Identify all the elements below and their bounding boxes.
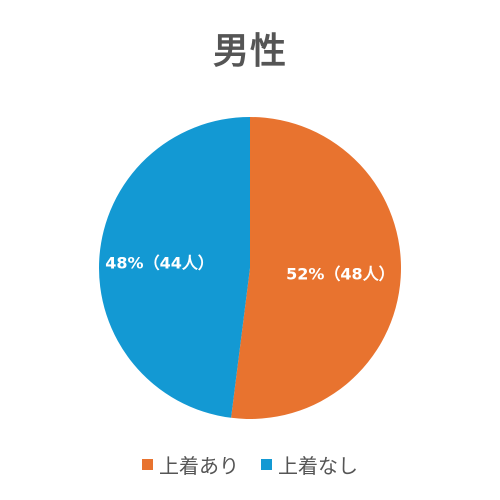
chart-title: 男性 [212,31,287,72]
slice-label-without-jacket: 48%（44人） [105,253,214,272]
slice-label-with-jacket: 52%（48人） [286,265,395,284]
legend-item-with-jacket: 上着あり [142,450,239,479]
legend-swatch-with-jacket [142,459,153,470]
pie-slice-with-jacket [231,117,401,419]
legend-item-without-jacket: 上着なし [261,450,358,479]
pie-slice-without-jacket [98,117,250,418]
legend-label-with-jacket: 上着あり [159,454,239,478]
legend-swatch-without-jacket [261,459,272,470]
legend: 上着あり 上着なし [0,450,500,479]
legend-label-without-jacket: 上着なし [278,454,358,478]
